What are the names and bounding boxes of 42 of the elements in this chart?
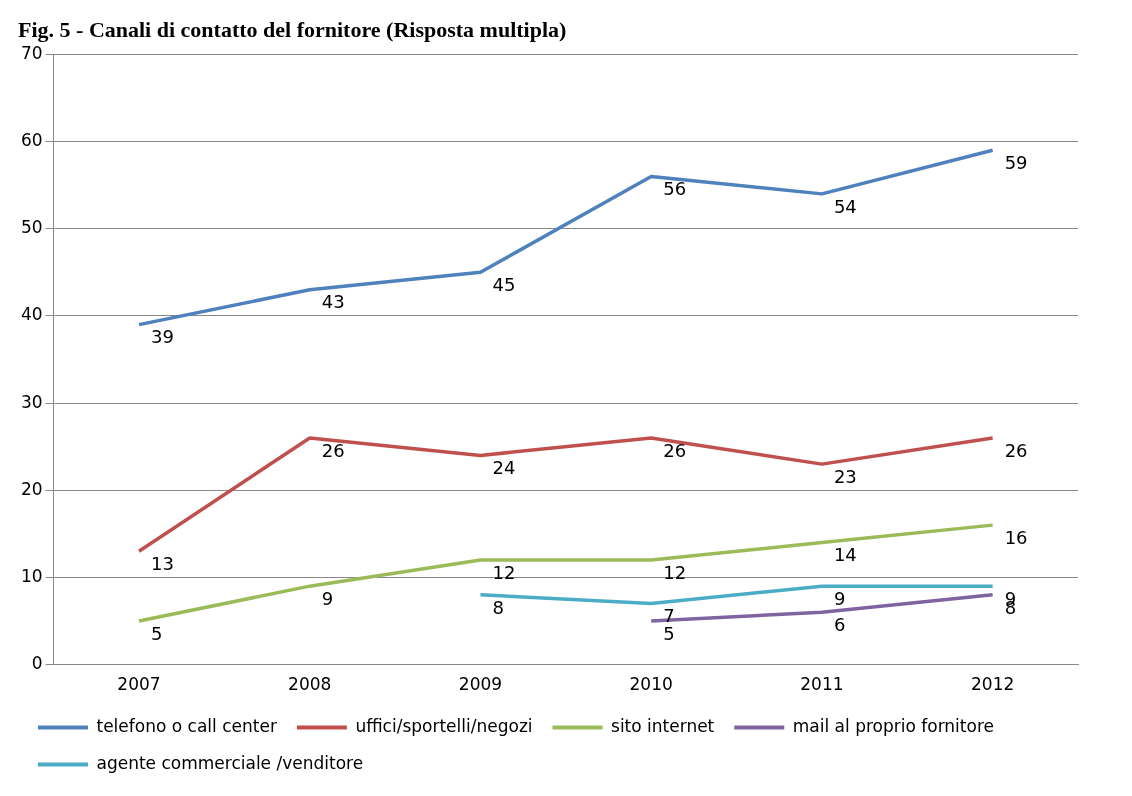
y-tick-label: 50	[20, 217, 43, 238]
data-label: 24	[492, 457, 516, 479]
legend-label: agente commerciale /venditore	[96, 752, 364, 773]
data-label: 43	[321, 291, 345, 313]
data-label: 14	[833, 544, 857, 566]
y-tick-label: 30	[20, 391, 43, 412]
x-tick-label: 2009	[458, 674, 503, 695]
x-tick-label: 2008	[288, 674, 332, 695]
data-label: 9	[833, 587, 846, 609]
data-label: 13	[151, 552, 174, 574]
data-label: 59	[1004, 151, 1028, 173]
x-tick-label: 2011	[800, 674, 844, 695]
data-label: 5	[663, 622, 675, 644]
data-label: 12	[492, 561, 516, 583]
legend-label: telefono o call center	[96, 715, 277, 736]
data-label: 16	[1004, 526, 1028, 548]
data-label: 6	[833, 613, 846, 635]
y-tick-label: 40	[20, 304, 43, 325]
x-tick-label: 2010	[629, 674, 673, 695]
data-label: 26	[321, 439, 345, 461]
data-label: 9	[321, 587, 334, 609]
y-tick-label: 60	[20, 129, 43, 150]
data-label: 39	[151, 326, 174, 348]
legend-label: sito internet	[611, 715, 715, 736]
y-tick-label: 70	[20, 42, 43, 63]
chart-title: Fig. 5 - Canali di contatto del fornitore (Risposta multipla)	[18, 16, 567, 42]
legend-label: uffici/sportelli/negozi	[355, 715, 533, 736]
data-label: 26	[1004, 439, 1028, 461]
x-tick-label: 2012	[971, 674, 1015, 695]
y-tick-label: 10	[20, 565, 43, 586]
data-label: 54	[833, 195, 857, 217]
data-label: 12	[663, 561, 687, 583]
y-tick-label: 20	[20, 478, 43, 499]
data-label: 56	[663, 178, 687, 200]
data-label: 23	[833, 465, 857, 487]
data-label: 5	[151, 622, 163, 644]
legend-label: mail al proprio fornitore	[792, 715, 994, 736]
data-label: 26	[663, 439, 687, 461]
y-tick-label: 0	[31, 653, 43, 674]
x-tick-label: 2007	[117, 674, 161, 695]
data-label: 45	[492, 274, 516, 295]
data-label: 8	[492, 596, 504, 618]
